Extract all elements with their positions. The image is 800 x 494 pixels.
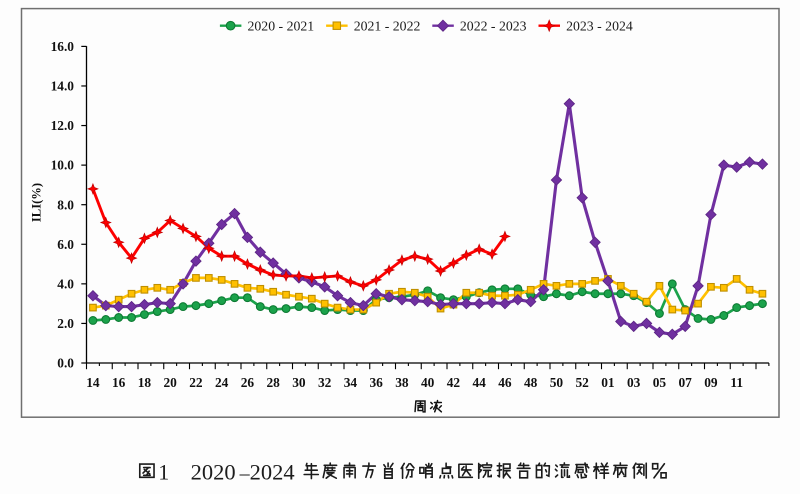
svg-text:34: 34 xyxy=(344,375,358,390)
svg-text:2021 - 2022: 2021 - 2022 xyxy=(354,19,421,34)
svg-text:26: 26 xyxy=(241,375,255,390)
svg-text:14.0: 14.0 xyxy=(51,79,75,94)
svg-text:18: 18 xyxy=(138,375,152,390)
svg-text:11: 11 xyxy=(730,375,743,390)
svg-text:14: 14 xyxy=(86,375,100,390)
svg-text:1: 1 xyxy=(158,459,169,484)
svg-text:22: 22 xyxy=(189,375,203,390)
svg-text:36: 36 xyxy=(369,375,383,390)
svg-text:–: – xyxy=(239,462,251,484)
svg-text:2022 - 2023: 2022 - 2023 xyxy=(460,19,527,34)
svg-text:16.0: 16.0 xyxy=(51,39,75,54)
svg-text:30: 30 xyxy=(292,375,306,390)
svg-text:38: 38 xyxy=(395,375,409,390)
svg-text:40: 40 xyxy=(421,375,435,390)
svg-text:4.0: 4.0 xyxy=(57,277,74,292)
svg-text:ILI(%): ILI(%) xyxy=(30,183,44,222)
svg-text:24: 24 xyxy=(215,375,229,390)
svg-text:2.0: 2.0 xyxy=(57,316,74,331)
svg-text:12.0: 12.0 xyxy=(51,118,75,133)
svg-text:2024: 2024 xyxy=(250,459,295,484)
svg-text:32: 32 xyxy=(318,375,332,390)
svg-text:48: 48 xyxy=(524,375,538,390)
svg-text:46: 46 xyxy=(498,375,512,390)
svg-text:10.0: 10.0 xyxy=(51,158,75,173)
svg-text:6.0: 6.0 xyxy=(57,237,74,252)
svg-text:20: 20 xyxy=(163,375,177,390)
svg-text:2023 - 2024: 2023 - 2024 xyxy=(566,19,633,34)
svg-text:03: 03 xyxy=(627,375,641,390)
svg-text:0.0: 0.0 xyxy=(57,356,74,371)
svg-text:2020 - 2021: 2020 - 2021 xyxy=(248,19,315,34)
svg-text:42: 42 xyxy=(447,375,461,390)
svg-text:2020: 2020 xyxy=(191,459,236,484)
svg-text:28: 28 xyxy=(266,375,280,390)
svg-text:44: 44 xyxy=(472,375,486,390)
svg-text:07: 07 xyxy=(678,375,692,390)
svg-text:50: 50 xyxy=(550,375,564,390)
svg-text:09: 09 xyxy=(704,375,718,390)
svg-text:05: 05 xyxy=(653,375,667,390)
svg-text:52: 52 xyxy=(575,375,589,390)
svg-text:16: 16 xyxy=(112,375,126,390)
svg-text:8.0: 8.0 xyxy=(57,197,74,212)
svg-text:01: 01 xyxy=(601,375,614,390)
